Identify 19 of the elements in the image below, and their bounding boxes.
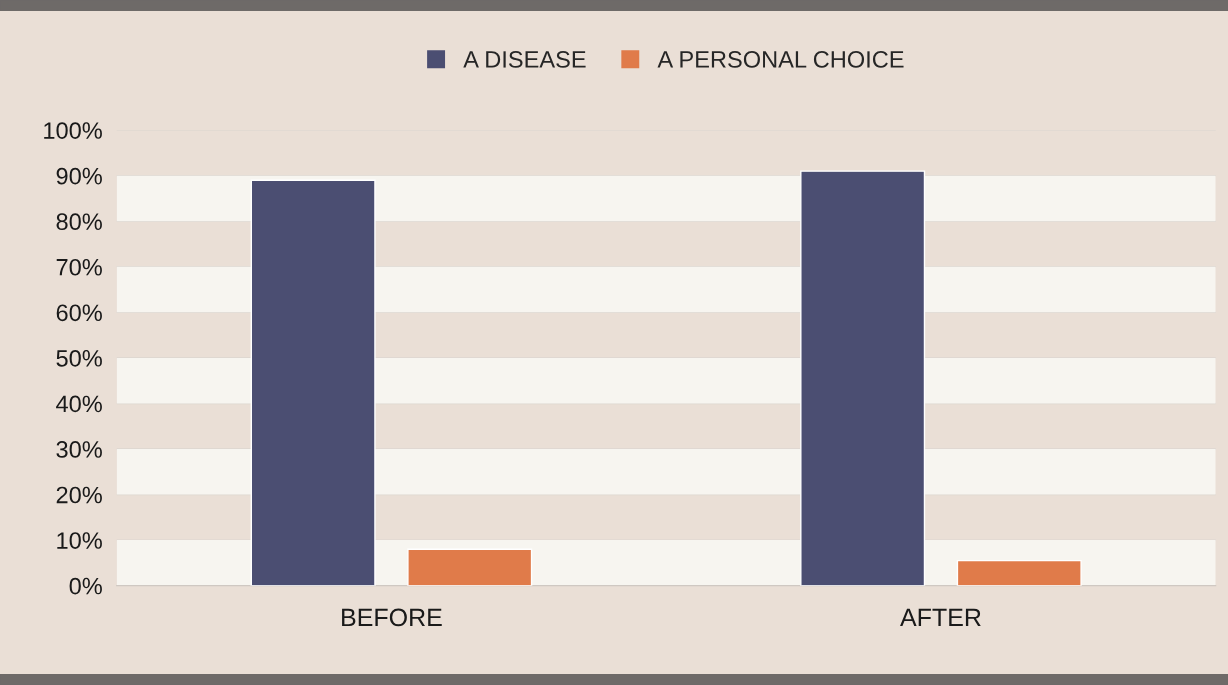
y-tick-label: 60% [56, 304, 102, 322]
bar [956, 559, 1082, 586]
bar [407, 548, 533, 586]
y-tick-label: 10% [57, 532, 102, 549]
bar [250, 179, 376, 586]
y-tick-label: 100% [44, 122, 102, 139]
x-tick-label: AFTER [900, 608, 981, 627]
y-tick-label: 20% [56, 486, 102, 504]
y-tick-label: 40% [56, 395, 102, 413]
legend-label: A PERSONAL CHOICE [657, 51, 904, 68]
y-tick-label: 50% [56, 349, 102, 367]
y-tick-label: 0% [69, 577, 102, 595]
y-tick-label: 30% [56, 441, 102, 458]
bar [800, 170, 926, 586]
legend-label: A DISEASE [463, 51, 586, 68]
y-tick-label: 90% [56, 167, 102, 185]
y-tick-label: 70% [56, 258, 102, 276]
y-tick-label: 80% [56, 213, 102, 231]
x-tick-label: BEFORE [342, 608, 442, 627]
